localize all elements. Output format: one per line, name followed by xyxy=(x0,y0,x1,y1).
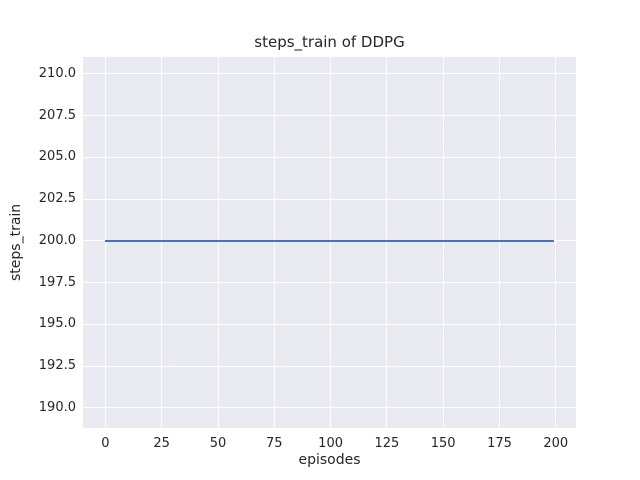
y-tick-label: 192.5 xyxy=(38,358,76,374)
gridline-vertical xyxy=(386,57,388,428)
gridline-vertical xyxy=(442,57,444,428)
x-tick-label: 0 xyxy=(101,436,110,451)
x-tick-label: 50 xyxy=(209,436,227,451)
x-tick-label: 200 xyxy=(543,436,569,451)
gridline-vertical xyxy=(161,57,163,428)
gridline-vertical xyxy=(499,57,500,428)
gridline-vertical xyxy=(555,57,557,428)
gridline-horizontal xyxy=(83,198,576,200)
y-tick-label: 195.0 xyxy=(38,316,76,332)
y-tick-label: 200.0 xyxy=(38,232,76,248)
y-tick-label: 207.5 xyxy=(38,107,76,123)
x-tick-label: 25 xyxy=(153,436,170,451)
x-tick-label: 125 xyxy=(374,436,400,451)
gridline-horizontal xyxy=(83,282,576,284)
y-tick-label: 205.0 xyxy=(38,149,76,165)
y-tick-label: 197.5 xyxy=(38,274,76,290)
gridline-horizontal xyxy=(83,73,576,75)
gridline-horizontal xyxy=(83,365,576,367)
gridline-horizontal xyxy=(83,323,576,325)
y-tick-label: 190.0 xyxy=(38,399,76,415)
gridline-vertical xyxy=(330,57,332,428)
gridline-horizontal xyxy=(83,115,576,116)
gridline-vertical xyxy=(273,57,275,428)
gridline-vertical xyxy=(104,57,106,428)
x-tick-label: 100 xyxy=(318,436,343,451)
plot-area xyxy=(83,57,576,428)
gridline-horizontal xyxy=(83,407,576,409)
x-axis-label: episodes xyxy=(298,452,361,468)
gridline-horizontal xyxy=(83,156,576,158)
y-tick-label: 210.0 xyxy=(38,65,76,81)
x-tick-label: 75 xyxy=(266,436,283,451)
y-tick-label: 202.5 xyxy=(38,191,76,206)
x-tick-label: 150 xyxy=(430,436,456,451)
x-tick-label: 175 xyxy=(487,436,512,451)
series-line-steps_train xyxy=(105,239,554,242)
gridline-vertical xyxy=(217,57,219,428)
chart-title: steps_train of DDPG xyxy=(254,33,405,51)
